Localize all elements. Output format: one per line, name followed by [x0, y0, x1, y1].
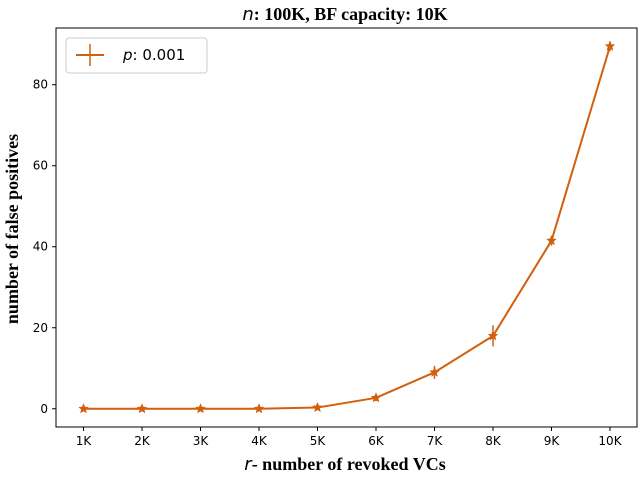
y-tick-label-0: 0: [40, 402, 48, 416]
x-tick-label-3K: 3K: [193, 434, 210, 448]
x-tick-label-9K: 9K: [544, 434, 561, 448]
data-point-7K: [429, 366, 440, 377]
y-tick-label-60: 60: [33, 159, 48, 173]
x-tick-label-6K: 6K: [368, 434, 385, 448]
data-point-6K: [370, 392, 382, 403]
legend: p: 0.001: [65, 37, 208, 74]
y-tick-label-40: 40: [33, 240, 48, 254]
legend-label-text: : 0.001: [133, 46, 186, 64]
x-tick-label-5K: 5K: [310, 434, 327, 448]
legend-label-variable: p: [122, 46, 133, 64]
x-tick-label-7K: 7K: [427, 434, 444, 448]
legend-frame: [65, 37, 208, 74]
series-line-0: [83, 45, 611, 410]
y-tick-label-20: 20: [33, 321, 48, 335]
chart-title: n: 100K, BF capacity: 10K: [242, 4, 447, 25]
x-axis-label-text: - number of revoked VCs: [252, 454, 446, 474]
y-tick-label-80: 80: [33, 78, 48, 92]
x-tick-label-8K: 8K: [485, 434, 502, 448]
plot-area: 1K 2K 3K 4K 5K 6K 7K 8K 9K 10K 0 20 40 60 80: [33, 27, 638, 448]
chart-title-variable: n: [242, 4, 253, 25]
x-tick-label-4K: 4K: [251, 434, 268, 448]
data-point-4K: [253, 403, 265, 414]
data-point-9K: [546, 234, 557, 246]
x-tick-label-10K: 10K: [598, 434, 622, 448]
x-tick-label-1K: 1K: [76, 434, 93, 448]
legend-label: p: 0.001: [122, 46, 185, 64]
data-point-1K: [78, 403, 89, 414]
x-axis-label-variable: r: [244, 454, 253, 475]
chart-title-text: : 100K, BF capacity: 10K: [254, 4, 448, 24]
data-point-8K: [487, 330, 499, 341]
data-point-2K: [136, 403, 148, 414]
data-point-5K: [312, 401, 323, 413]
data-point-3K: [195, 403, 206, 414]
data-point-10K: [604, 40, 616, 51]
y-axis-label: number of false positives: [2, 134, 22, 324]
x-tick-label-2K: 2K: [134, 434, 151, 448]
x-axis-label: r- number of revoked VCs: [244, 454, 445, 475]
plot-frame: [55, 27, 638, 428]
